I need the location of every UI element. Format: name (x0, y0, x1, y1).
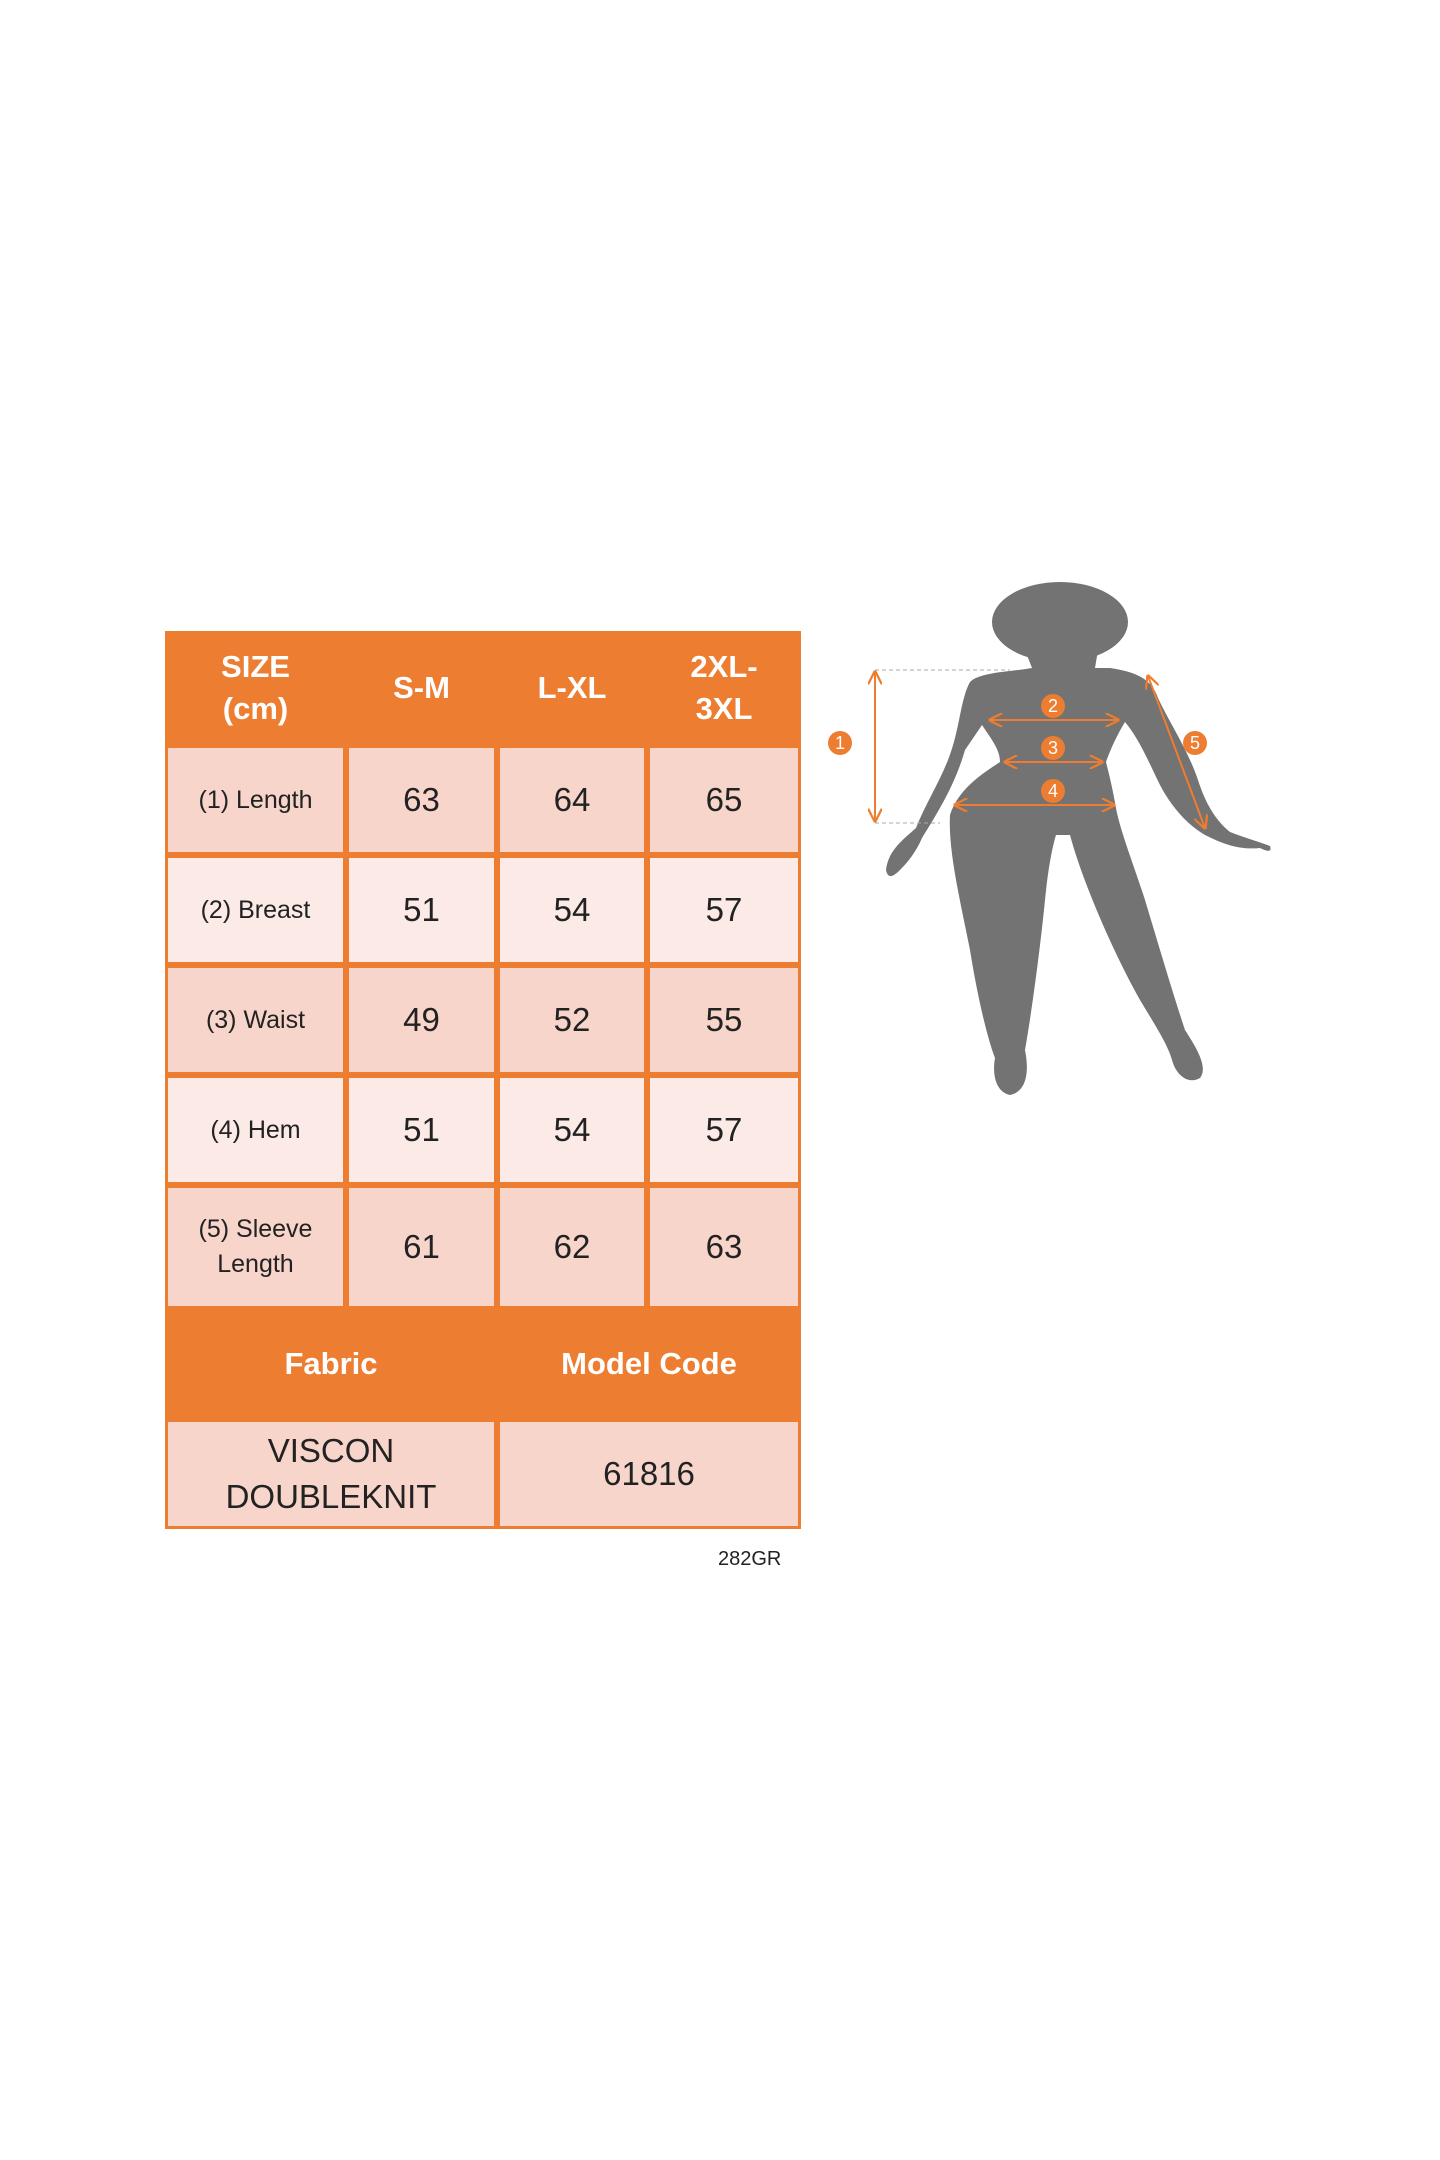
header-s-m: S-M (393, 670, 450, 706)
fabric-value: VISCON DOUBLEKNIT (165, 1419, 497, 1529)
row-label: (5) Sleeve Length (165, 1185, 346, 1309)
table-row: (3) Waist 49 52 55 (165, 965, 801, 1075)
cell-value: 63 (647, 1185, 801, 1309)
cell-value: 52 (497, 965, 647, 1075)
cell-value: 55 (647, 965, 801, 1075)
table-row: (2) Breast 51 54 57 (165, 855, 801, 965)
svg-text:1: 1 (835, 733, 845, 753)
model-code-header: Model Code (561, 1346, 737, 1382)
header-2xl-3xl: 2XL- 3XL (690, 649, 758, 726)
svg-text:2: 2 (1048, 696, 1058, 716)
silhouette-body (886, 650, 1271, 1095)
svg-text:4: 4 (1048, 781, 1058, 801)
cell-value: 54 (497, 1075, 647, 1185)
body-measurement-figure: 1 2 3 4 5 (828, 582, 1271, 1095)
marker-2: 2 (1041, 694, 1065, 718)
svg-text:5: 5 (1190, 733, 1200, 753)
sleeve-arrow (1148, 676, 1205, 828)
cell-value: 57 (647, 855, 801, 965)
table-header-row: SIZE (cm) S-M L-XL 2XL- 3XL (165, 631, 801, 745)
table-row: (4) Hem 51 54 57 (165, 1075, 801, 1185)
table-row: (1) Length 63 64 65 (165, 745, 801, 855)
table-row: (5) Sleeve Length 61 62 63 (165, 1185, 801, 1309)
cell-value: 64 (497, 745, 647, 855)
marker-3: 3 (1041, 736, 1065, 760)
row-label: (3) Waist (165, 965, 346, 1075)
cell-value: 65 (647, 745, 801, 855)
marker-5: 5 (1183, 731, 1207, 755)
info-values-row: VISCON DOUBLEKNIT 61816 (165, 1419, 801, 1529)
info-header-row: Fabric Model Code (165, 1309, 801, 1419)
marker-1: 1 (828, 731, 852, 755)
row-label: (1) Length (165, 745, 346, 855)
header-l-xl: L-XL (537, 670, 607, 706)
cell-value: 62 (497, 1185, 647, 1309)
measure-guides (875, 669, 1205, 828)
svg-text:3: 3 (1048, 738, 1058, 758)
row-label: (2) Breast (165, 855, 346, 965)
cell-value: 51 (346, 855, 497, 965)
header-size-cm: SIZE (cm) (221, 649, 290, 726)
cell-value: 54 (497, 855, 647, 965)
cell-value: 51 (346, 1075, 497, 1185)
size-chart-table: SIZE (cm) S-M L-XL 2XL- 3XL (1) Length 6… (165, 631, 801, 1529)
marker-4: 4 (1041, 779, 1065, 803)
model-code-value: 61816 (497, 1419, 801, 1529)
fabric-header: Fabric (284, 1346, 378, 1382)
row-label: (4) Hem (165, 1075, 346, 1185)
cell-value: 49 (346, 965, 497, 1075)
cell-value: 63 (346, 745, 497, 855)
reference-code: 282GR (718, 1548, 782, 1570)
silhouette-head (992, 582, 1128, 662)
cell-value: 61 (346, 1185, 497, 1309)
silhouette (886, 582, 1271, 1095)
cell-value: 57 (647, 1075, 801, 1185)
